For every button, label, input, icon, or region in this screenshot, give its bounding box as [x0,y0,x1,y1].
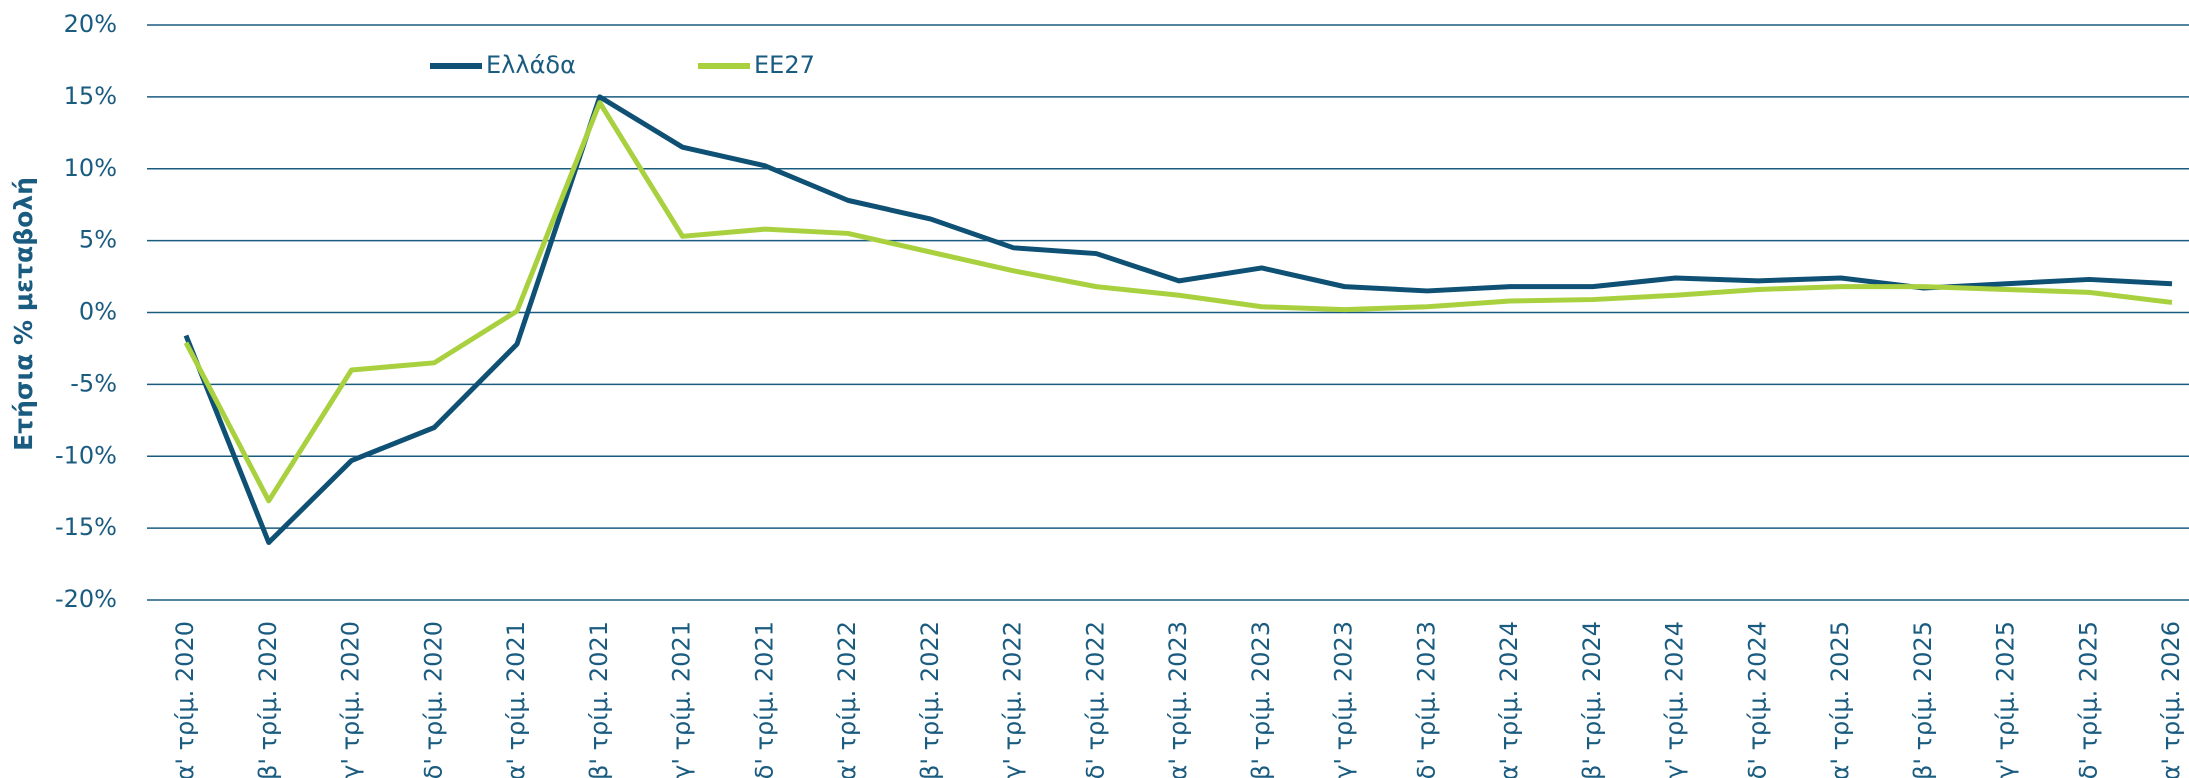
y-tick-label: 15% [64,82,117,110]
y-tick-label: -5% [70,369,117,397]
x-tick-label: δ' τρίμ. 2022 [1081,621,1109,778]
x-tick-label: β' τρίμ. 2025 [1909,621,1937,778]
x-tick-label: α' τρίμ. 2022 [833,621,861,778]
x-tick-label: α' τρίμ. 2023 [1164,621,1192,778]
x-tick-label: γ' τρίμ. 2023 [1330,621,1358,778]
line-series [183,100,2173,504]
x-tick-label: γ' τρίμ. 2024 [1661,621,1689,778]
x-tick-label: β' τρίμ. 2021 [585,621,613,778]
x-tick-label: α' τρίμ. 2020 [171,621,199,778]
x-tick-label: β' τρίμ. 2024 [1578,621,1606,778]
x-tick-label: γ' τρίμ. 2021 [668,621,696,778]
y-tick-label: 0% [79,298,117,326]
line-series [183,94,2173,545]
y-tick-label: 10% [64,154,117,182]
x-tick-label: δ' τρίμ. 2025 [2074,621,2102,778]
y-tick-label: 5% [79,226,117,254]
x-tick-label: α' τρίμ. 2026 [2157,621,2185,778]
y-tick-label: -15% [55,513,117,541]
y-tick-label: -20% [55,585,117,613]
x-tick-label: δ' τρίμ. 2024 [1743,621,1771,778]
x-tick-label: β' τρίμ. 2023 [1247,621,1275,778]
x-tick-label: γ' τρίμ. 2025 [1992,621,2020,778]
x-tick-label: γ' τρίμ. 2022 [999,621,1027,778]
y-tick-label: -10% [55,441,117,469]
x-tick-label: δ' τρίμ. 2020 [419,621,447,778]
x-tick-label: α' τρίμ. 2021 [502,621,530,778]
legend-label: ΕΕ27 [754,51,815,79]
x-tick-label: β' τρίμ. 2020 [254,621,282,778]
x-tick-label: δ' τρίμ. 2021 [750,621,778,778]
x-tick-label: δ' τρίμ. 2023 [1412,621,1440,778]
x-tick-label: α' τρίμ. 2024 [1495,621,1523,778]
y-tick-label: 20% [64,10,117,38]
legend-label: Ελλάδα [486,51,576,79]
x-tick-label: α' τρίμ. 2025 [1826,621,1854,778]
x-tick-label: β' τρίμ. 2022 [916,621,944,778]
y-axis-label: Ετήσια % μεταβολή [9,177,38,451]
x-tick-label: γ' τρίμ. 2020 [337,621,365,778]
